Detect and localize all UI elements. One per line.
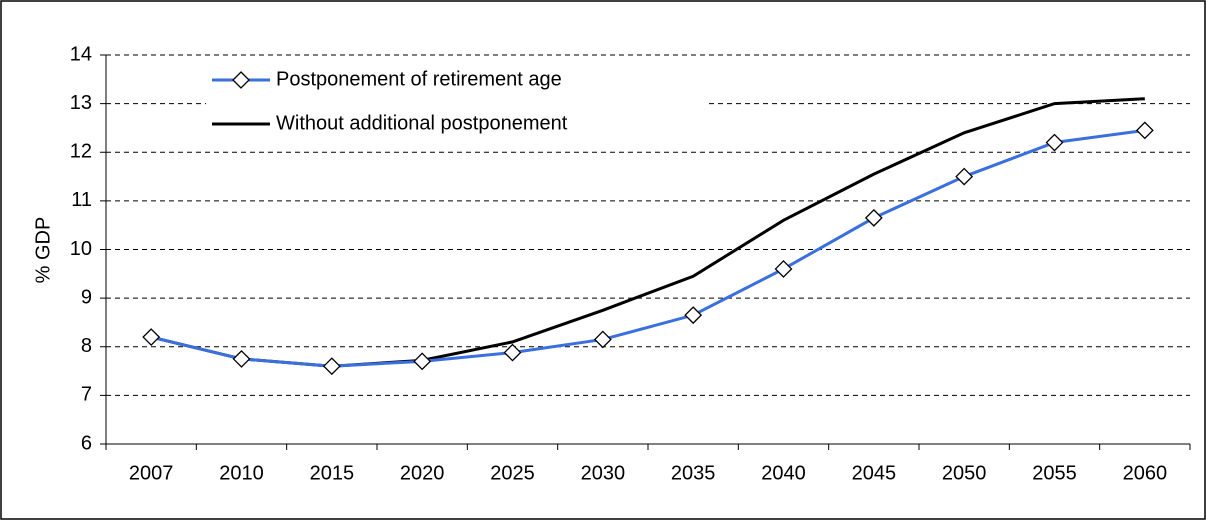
x-tick-label: 2050 (942, 462, 987, 484)
y-tick-label: 10 (70, 238, 92, 260)
y-tick-label: 6 (81, 432, 92, 454)
data-point (142, 328, 161, 346)
legend-marker (232, 71, 250, 89)
data-point (322, 357, 341, 376)
y-tick-label: 9 (81, 286, 92, 308)
data-point (413, 352, 432, 371)
x-tick-label: 2035 (671, 462, 716, 484)
y-tick-label: 8 (81, 335, 92, 357)
y-tick-label: 12 (70, 141, 92, 163)
x-tick-label: 2055 (1032, 462, 1077, 484)
data-point (864, 208, 883, 227)
x-tick-label: 2025 (490, 462, 535, 484)
legend-label: Without additional postponement (276, 112, 568, 134)
legend-background (206, 58, 706, 150)
y-tick-label: 14 (70, 43, 92, 65)
y-axis-label: % GDP (32, 217, 54, 284)
data-point (593, 330, 612, 349)
x-tick-label: 2040 (761, 462, 806, 484)
x-tick-label: 2060 (1123, 462, 1168, 484)
data-point (955, 167, 974, 186)
data-point (684, 306, 703, 325)
y-tick-label: 11 (71, 189, 92, 211)
x-tick-label: 2045 (852, 462, 897, 484)
data-point (503, 343, 522, 362)
y-tick-label: 13 (70, 92, 92, 114)
x-tick-label: 2030 (581, 462, 626, 484)
legend-label: Postponement of retirement age (276, 68, 562, 90)
data-point (774, 260, 793, 278)
series-line (150, 128, 1146, 368)
data-point (232, 349, 251, 368)
x-tick-label: 2007 (129, 462, 174, 484)
y-tick-label: 7 (81, 384, 92, 406)
x-tick-label: 2010 (219, 462, 264, 484)
x-tick-label: 2020 (400, 462, 445, 484)
data-point (1045, 133, 1064, 152)
x-tick-label: 2015 (310, 462, 355, 484)
data-point (1135, 121, 1154, 140)
